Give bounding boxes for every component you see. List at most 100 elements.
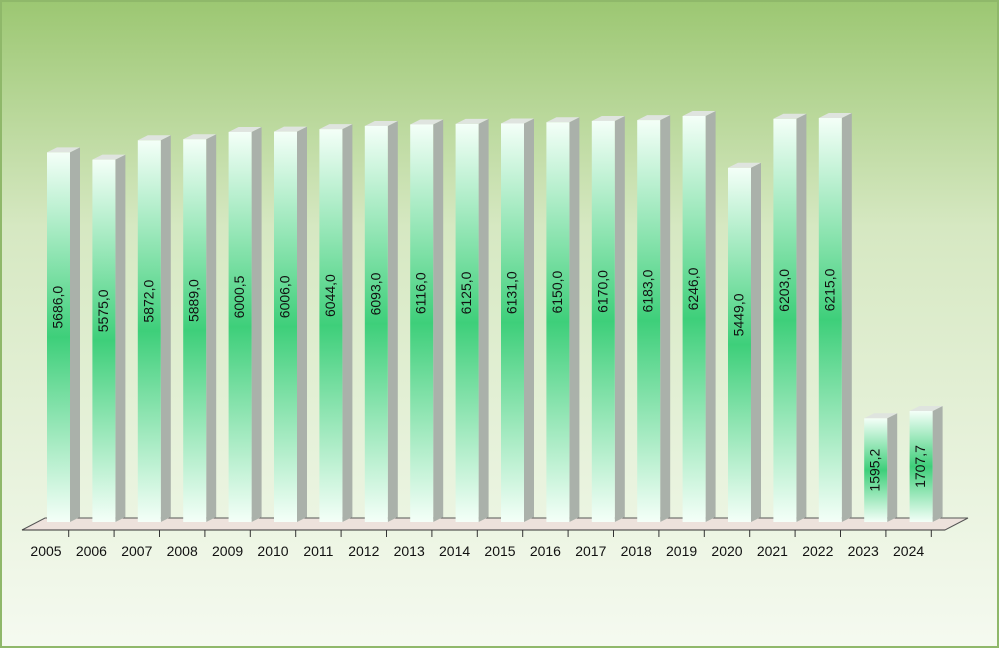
bar-side [206, 134, 217, 522]
bar-side [796, 113, 807, 522]
bar-top [682, 111, 716, 116]
bar-side [297, 126, 307, 522]
bar [773, 118, 797, 522]
value-label: 6203,0 [776, 269, 792, 312]
value-label: 5449,0 [731, 293, 747, 336]
value-label: 6000,5 [231, 275, 247, 318]
value-label: 5575,0 [95, 289, 111, 332]
value-label: 5686,0 [50, 286, 66, 329]
value-label: 6131,0 [504, 271, 520, 314]
bar [728, 167, 751, 522]
x-tick-label: 2018 [621, 543, 652, 559]
value-label: 6116,0 [413, 272, 429, 314]
value-label: 6093,0 [367, 272, 383, 315]
x-tick-label: 2016 [530, 543, 561, 559]
value-label: 6246,0 [685, 267, 701, 310]
bar-top [591, 115, 625, 121]
x-tick-label: 2022 [802, 543, 833, 559]
bar-top [864, 413, 898, 419]
bar-top [274, 126, 307, 132]
bar [319, 129, 343, 523]
bar-side [569, 117, 580, 523]
bar [637, 120, 661, 523]
x-tick-label: 2015 [484, 543, 515, 559]
bar-top [228, 126, 262, 132]
x-tick-label: 2011 [303, 543, 333, 559]
bar-top [728, 162, 761, 168]
bar-top [364, 120, 398, 126]
value-label: 6125,0 [458, 271, 474, 314]
bar [228, 131, 252, 522]
bar-side [433, 119, 444, 523]
value-label: 6170,0 [594, 270, 610, 313]
bar-side [478, 118, 489, 522]
x-tick-label: 2024 [893, 543, 924, 559]
bar-top [773, 113, 807, 119]
bar-side [932, 405, 943, 522]
bar-top [410, 119, 444, 125]
value-label: 6006,0 [277, 275, 293, 318]
bar-top [47, 147, 80, 153]
bar-side [614, 115, 625, 522]
x-tick-label: 2008 [167, 543, 198, 559]
bar-top [818, 113, 852, 119]
x-tick-label: 2023 [848, 543, 879, 559]
value-label: 1595,2 [867, 449, 883, 492]
bar [909, 410, 933, 522]
x-tick-label: 2019 [666, 543, 697, 559]
bar-side [841, 113, 852, 523]
bar [501, 123, 524, 522]
x-tick-label: 2014 [439, 543, 470, 559]
bar-side [70, 147, 80, 523]
x-tick-label: 2006 [76, 543, 107, 559]
x-tick-label: 2021 [757, 543, 788, 559]
bar [864, 418, 888, 522]
bar-side [115, 154, 126, 522]
x-tick-label: 2012 [348, 543, 379, 559]
bar-side [387, 120, 398, 522]
bar-side [751, 162, 761, 522]
bar [410, 124, 434, 523]
bar [183, 139, 207, 522]
bar [591, 120, 615, 522]
bar-side [160, 135, 171, 522]
x-tick-label: 2020 [711, 543, 742, 559]
bar-top [137, 135, 171, 141]
bar-top [455, 118, 489, 124]
value-label: 6044,0 [322, 274, 338, 317]
x-tick-label: 2005 [30, 543, 61, 559]
bar-top [319, 124, 353, 130]
value-label: 6183,0 [640, 269, 656, 312]
bar [274, 131, 297, 522]
bar [47, 152, 70, 523]
bar-top [637, 115, 671, 121]
value-label: 5872,0 [140, 280, 156, 323]
bar-side [342, 124, 353, 523]
bar [92, 159, 116, 522]
bar-top [909, 405, 943, 411]
value-label: 6215,0 [821, 268, 837, 311]
bar [818, 118, 842, 523]
value-label: 5889,0 [186, 279, 202, 322]
bar-side [251, 126, 262, 523]
x-tick-label: 2010 [257, 543, 288, 559]
bar-top [92, 154, 126, 160]
bar [455, 123, 479, 522]
value-label: 1707,7 [912, 445, 928, 488]
bar-top [501, 118, 534, 124]
bar [546, 122, 570, 523]
bar [137, 140, 161, 522]
bar [682, 116, 706, 522]
bar-side [524, 118, 534, 522]
bar-side [887, 413, 898, 522]
bar-top [183, 134, 217, 140]
x-tick-label: 2017 [575, 543, 606, 559]
bar-top [546, 117, 580, 123]
x-tick-label: 2009 [212, 543, 243, 559]
x-tick-label: 2013 [394, 543, 425, 559]
bar-side [660, 115, 671, 523]
bar-side [705, 111, 716, 522]
bar [364, 125, 388, 522]
value-label: 6150,0 [549, 270, 565, 313]
